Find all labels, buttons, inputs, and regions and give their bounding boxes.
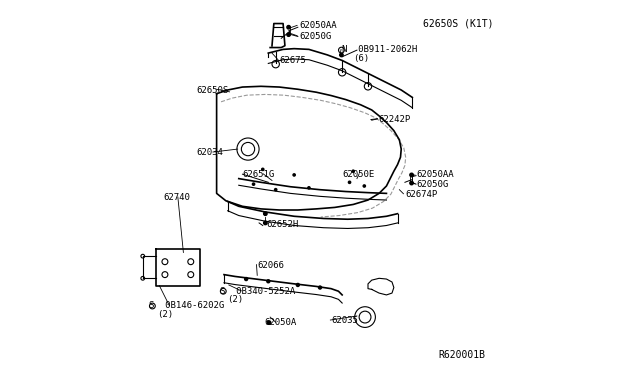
Circle shape bbox=[362, 184, 366, 188]
Circle shape bbox=[261, 167, 264, 171]
Text: 62035: 62035 bbox=[331, 316, 358, 325]
Text: 62650S (K1T): 62650S (K1T) bbox=[424, 19, 494, 29]
Text: 62050G: 62050G bbox=[416, 180, 448, 189]
Circle shape bbox=[287, 33, 291, 36]
Text: 62740: 62740 bbox=[163, 193, 190, 202]
Text: 62066: 62066 bbox=[257, 261, 284, 270]
Text: 62242P: 62242P bbox=[378, 115, 411, 124]
Circle shape bbox=[264, 212, 267, 215]
Circle shape bbox=[266, 279, 271, 283]
Text: (2): (2) bbox=[157, 310, 173, 319]
Text: 62650S: 62650S bbox=[196, 86, 228, 94]
Text: (6): (6) bbox=[353, 54, 369, 63]
Circle shape bbox=[287, 26, 291, 29]
Circle shape bbox=[252, 182, 255, 186]
Text: 62651G: 62651G bbox=[243, 170, 275, 179]
Text: S  0B146-6202G: S 0B146-6202G bbox=[149, 301, 225, 311]
Text: 62050AA: 62050AA bbox=[416, 170, 454, 179]
Circle shape bbox=[410, 181, 413, 185]
Text: 62050A: 62050A bbox=[264, 318, 297, 327]
Text: (2): (2) bbox=[227, 295, 243, 304]
Circle shape bbox=[244, 277, 248, 281]
Text: 62050AA: 62050AA bbox=[300, 21, 337, 30]
Circle shape bbox=[268, 321, 271, 324]
Text: R620001B: R620001B bbox=[438, 350, 485, 360]
Text: 62652H: 62652H bbox=[266, 220, 299, 229]
Text: 62034: 62034 bbox=[196, 148, 223, 157]
Circle shape bbox=[351, 169, 355, 173]
Circle shape bbox=[410, 173, 413, 177]
Circle shape bbox=[318, 285, 322, 290]
Circle shape bbox=[340, 53, 343, 57]
Circle shape bbox=[264, 221, 267, 225]
Text: 62675: 62675 bbox=[280, 56, 307, 65]
Text: 62050E: 62050E bbox=[342, 170, 374, 179]
Circle shape bbox=[292, 173, 296, 177]
Text: S  0B340-5252A: S 0B340-5252A bbox=[220, 287, 296, 296]
Circle shape bbox=[274, 188, 278, 192]
Circle shape bbox=[307, 186, 311, 190]
Text: 62050G: 62050G bbox=[300, 32, 332, 41]
Circle shape bbox=[348, 180, 351, 184]
Text: 62674P: 62674P bbox=[405, 190, 437, 199]
Text: N  0B911-2062H: N 0B911-2062H bbox=[342, 45, 417, 54]
Circle shape bbox=[296, 283, 300, 287]
